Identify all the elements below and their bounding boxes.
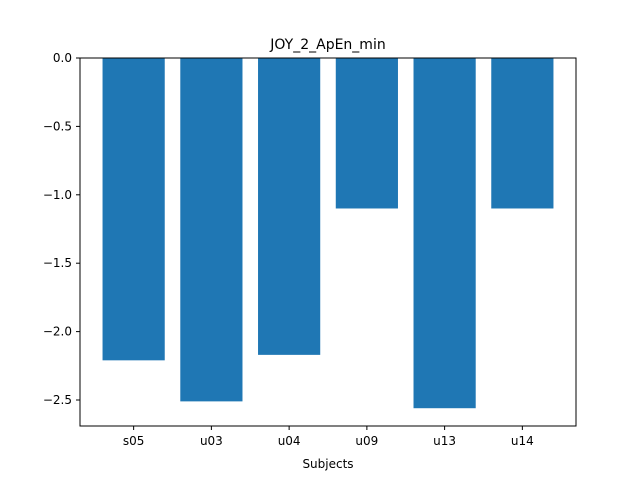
y-tick-label: −2.5 [43, 393, 72, 407]
y-axis-ticks: 0.0 −0.5 −1.0 −1.5 −2.0 −2.5 [43, 51, 80, 407]
chart-title: JOY_2_ApEn_min [269, 37, 385, 53]
y-tick-label: −0.5 [43, 119, 72, 133]
x-tick-label: s05 [123, 434, 145, 448]
bar-s05 [102, 58, 165, 361]
bar-u14 [491, 58, 554, 209]
y-tick-label: 0.0 [53, 51, 72, 65]
x-tick-label: u14 [511, 434, 534, 448]
bar-u04 [258, 58, 321, 355]
y-tick-label: −1.0 [43, 188, 72, 202]
x-tick-label: u03 [200, 434, 223, 448]
bar-u13 [413, 58, 476, 409]
x-axis-label: Subjects [302, 457, 353, 471]
plot-area-frame [79, 57, 577, 427]
x-tick-label: u13 [433, 434, 456, 448]
x-tick-label: u04 [278, 434, 301, 448]
bar-u03 [180, 58, 243, 402]
x-axis-ticks: s05 u03 u04 u09 u13 u14 [123, 426, 534, 448]
y-tick-label: −1.5 [43, 256, 72, 270]
x-tick-label: u09 [355, 434, 378, 448]
y-tick-label: −2.0 [43, 325, 72, 339]
bars-layer [102, 58, 554, 409]
bar-u09 [335, 58, 398, 209]
